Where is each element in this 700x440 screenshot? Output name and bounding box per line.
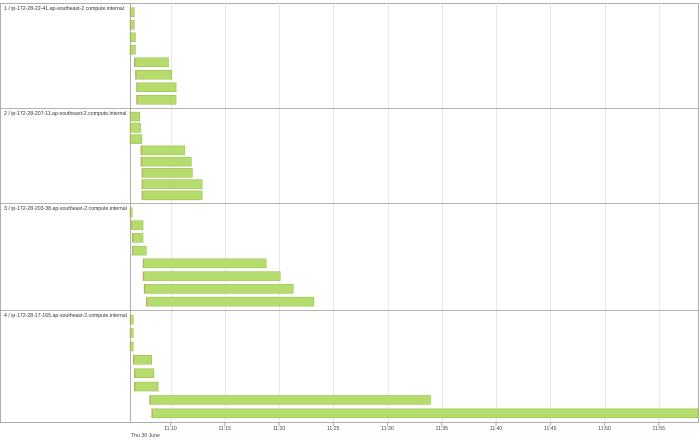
time-axis: 11:10 11:15 11:20 11:25 11:30 11:35 11:40 11:45…	[164, 422, 665, 432]
task-start-marker	[149, 395, 151, 405]
task-start-marker	[131, 220, 133, 230]
task-start-marker	[130, 45, 131, 55]
axis-date-label: Thu 30 June	[131, 433, 160, 439]
task-bar	[141, 168, 193, 178]
task-start-marker	[143, 271, 145, 281]
task-bar	[130, 220, 144, 230]
task-start-marker	[136, 82, 138, 92]
task-start-marker	[134, 382, 136, 392]
x-tick-label: 11:40	[490, 426, 503, 432]
task-bar	[129, 111, 141, 122]
task-start-marker	[130, 7, 131, 17]
x-tick-label: 11:30	[381, 426, 394, 432]
task-bar	[151, 408, 699, 419]
x-tick-label: 11:10	[164, 426, 177, 432]
x-tick-label: 11:50	[598, 426, 611, 432]
task-start-marker	[140, 157, 142, 167]
task-bar	[129, 123, 142, 133]
lane-label: 3 / ip-172-28-203-38.ap-southeast-2.comp…	[4, 206, 127, 212]
x-tick-label: 11:55	[652, 426, 665, 432]
lane-label: 4 / ip-172-28-17-165.ap-southeast-2.comp…	[4, 313, 127, 319]
task-bar	[141, 190, 203, 201]
task-bar	[136, 82, 177, 92]
x-tick-label: 11:20	[273, 426, 286, 432]
task-start-marker	[130, 315, 131, 325]
x-tick-label: 11:25	[327, 426, 340, 432]
task-bar	[131, 233, 144, 243]
time-gridlines	[0, 3, 699, 423]
task-start-marker	[130, 20, 131, 30]
task-bar	[140, 145, 186, 156]
task-start-marker	[144, 284, 146, 294]
lane: 3 / ip-172-28-203-38.ap-southeast-2.comp…	[0, 203, 699, 307]
host-lanes: 1 / ip-172-28-22-41.ap-southeast-2.compu…	[0, 6, 699, 419]
x-tick-label: 11:35	[435, 426, 448, 432]
lane-label: 2 / ip-172-28-207-11.ap-southeast-2.comp…	[4, 111, 126, 117]
task-bar	[141, 179, 203, 189]
x-tick-label: 11:15	[218, 426, 231, 432]
task-bar	[142, 258, 267, 269]
x-tick-label: 11:45	[544, 426, 557, 432]
lane: 4 / ip-172-28-17-165.ap-southeast-2.comp…	[0, 310, 699, 419]
task-start-marker	[136, 95, 138, 105]
task-bar	[142, 271, 281, 281]
task-bar	[135, 70, 173, 80]
task-bar	[134, 381, 159, 392]
chart-frame	[0, 3, 699, 423]
task-start-marker	[141, 179, 143, 189]
task-start-marker	[146, 297, 148, 307]
task-start-marker	[130, 123, 131, 133]
task-bar	[134, 368, 155, 378]
task-start-marker	[130, 32, 131, 42]
task-bar	[133, 355, 152, 365]
lane: 1 / ip-172-28-22-41.ap-southeast-2.compu…	[4, 6, 177, 105]
task-start-marker	[133, 355, 135, 365]
task-bar	[149, 395, 431, 405]
lane: 2 / ip-172-28-207-11.ap-southeast-2.comp…	[0, 108, 699, 201]
task-bar	[131, 245, 147, 256]
task-start-marker	[130, 341, 131, 351]
task-start-marker	[132, 233, 134, 243]
task-start-marker	[130, 207, 131, 217]
task-bar	[140, 156, 192, 167]
task-start-marker	[130, 112, 131, 122]
task-start-marker	[130, 328, 131, 338]
task-start-marker	[135, 70, 137, 80]
task-bar	[146, 296, 315, 307]
task-start-marker	[134, 368, 136, 378]
lane-label: 1 / ip-172-28-22-41.ap-southeast-2.compu…	[4, 6, 124, 12]
task-bar	[129, 134, 143, 144]
task-start-marker	[143, 258, 145, 268]
task-start-marker	[134, 57, 136, 67]
task-bar	[134, 57, 169, 67]
task-bar	[143, 284, 294, 294]
task-start-marker	[130, 134, 131, 144]
task-start-marker	[141, 190, 143, 200]
task-start-marker	[151, 408, 153, 418]
task-bar	[136, 95, 177, 105]
task-start-marker	[140, 145, 142, 155]
task-start-marker	[141, 168, 143, 178]
task-start-marker	[132, 246, 134, 256]
